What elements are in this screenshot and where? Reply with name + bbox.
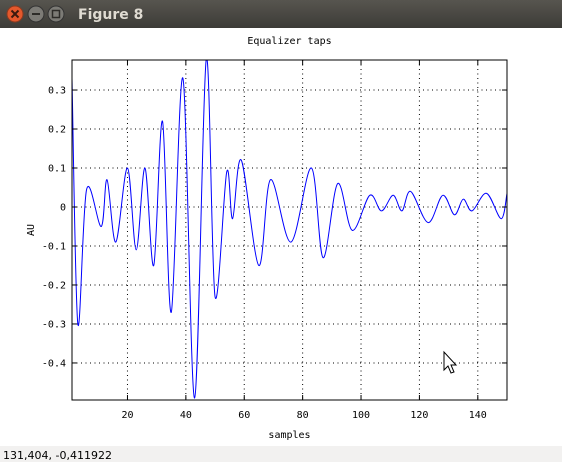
- chart-title: Equalizer taps: [247, 36, 331, 47]
- y-tick-label: 0.2: [48, 125, 66, 136]
- x-tick-label: 80: [297, 410, 309, 421]
- x-axis-label: samples: [268, 430, 310, 441]
- window-title: Figure 8: [78, 7, 143, 23]
- x-tick-label: 120: [410, 410, 428, 421]
- y-tick-label: -0.1: [42, 241, 66, 252]
- x-tick-label: 20: [121, 410, 133, 421]
- title-bar: [0, 0, 562, 28]
- minimize-icon: [32, 13, 40, 15]
- x-tick-label: 40: [180, 410, 192, 421]
- axes-box: [71, 59, 508, 401]
- plot-area: [72, 60, 507, 400]
- y-tick-label: -0.3: [42, 319, 66, 330]
- ticks: 20 40 60 80 100 120 140 -0.4 -0.3 -0.2 -0.1 0 0.1 0.2…: [42, 60, 507, 421]
- lines: [72, 60, 507, 399]
- maximize-button[interactable]: [47, 5, 65, 23]
- x-tick-label: 140: [469, 410, 487, 421]
- maximize-icon: [51, 9, 61, 19]
- y-tick-label: -0.4: [42, 358, 66, 369]
- y-tick-label: 0.1: [48, 164, 66, 175]
- y-axis-label: AU: [26, 224, 37, 236]
- close-icon: [10, 9, 20, 19]
- mouse-cursor: [443, 350, 458, 374]
- status-text: 131,404, -0,411922: [3, 449, 112, 462]
- y-tick-label: 0.3: [48, 86, 66, 97]
- series-line: [72, 60, 507, 399]
- y-tick-label: -0.2: [42, 280, 66, 291]
- y-tick-label: 0: [60, 202, 66, 213]
- x-tick-label: 60: [238, 410, 250, 421]
- status-bar: [0, 446, 562, 462]
- x-tick-label: 100: [352, 410, 370, 421]
